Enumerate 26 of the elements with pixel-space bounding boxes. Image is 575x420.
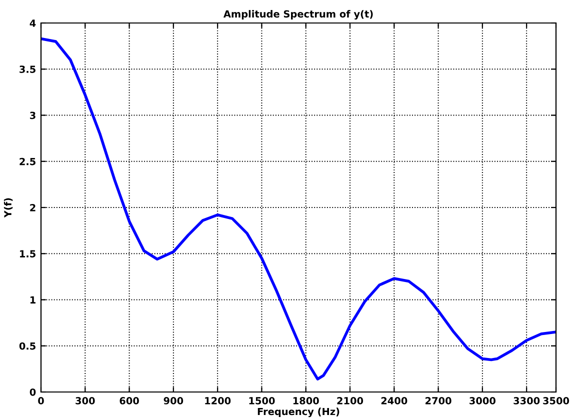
x-tick-label: 900 <box>164 397 184 404</box>
line-series <box>41 37 556 380</box>
x-tick-label: 300 <box>76 397 95 404</box>
x-tick-label: 3500 <box>543 397 570 404</box>
y-axis-title: Y(f) <box>4 198 13 218</box>
x-axis-title: Frequency (Hz) <box>258 408 340 418</box>
x-tick-label: 2700 <box>426 397 452 404</box>
x-tick-label: 0 <box>38 397 44 404</box>
y-tick-label: 1 <box>30 296 36 304</box>
x-tick-label: 600 <box>120 397 139 404</box>
x-tick-label: 1800 <box>293 397 319 404</box>
y-tick-label: 0 <box>30 388 36 396</box>
x-tick-label: 3000 <box>470 397 496 404</box>
y-tick-label: 4 <box>30 20 36 27</box>
x-tick-label: 1500 <box>249 397 275 404</box>
x-tick-label: 2400 <box>381 397 408 404</box>
y-tick-label: 3.5 <box>20 66 36 73</box>
x-tick-label: 3300 <box>514 397 540 404</box>
chart-title: Amplitude Spectrum of y(t) <box>223 10 373 20</box>
x-tick-label: 2100 <box>337 397 364 404</box>
y-tick-label: 2 <box>30 204 36 212</box>
y-tick-label: 3 <box>30 112 36 120</box>
y-tick-label: 0.5 <box>19 342 36 350</box>
y-tick-label: 1.5 <box>20 250 36 258</box>
y-tick-label: 2.5 <box>20 158 36 166</box>
x-tick-label: 1200 <box>205 397 231 404</box>
